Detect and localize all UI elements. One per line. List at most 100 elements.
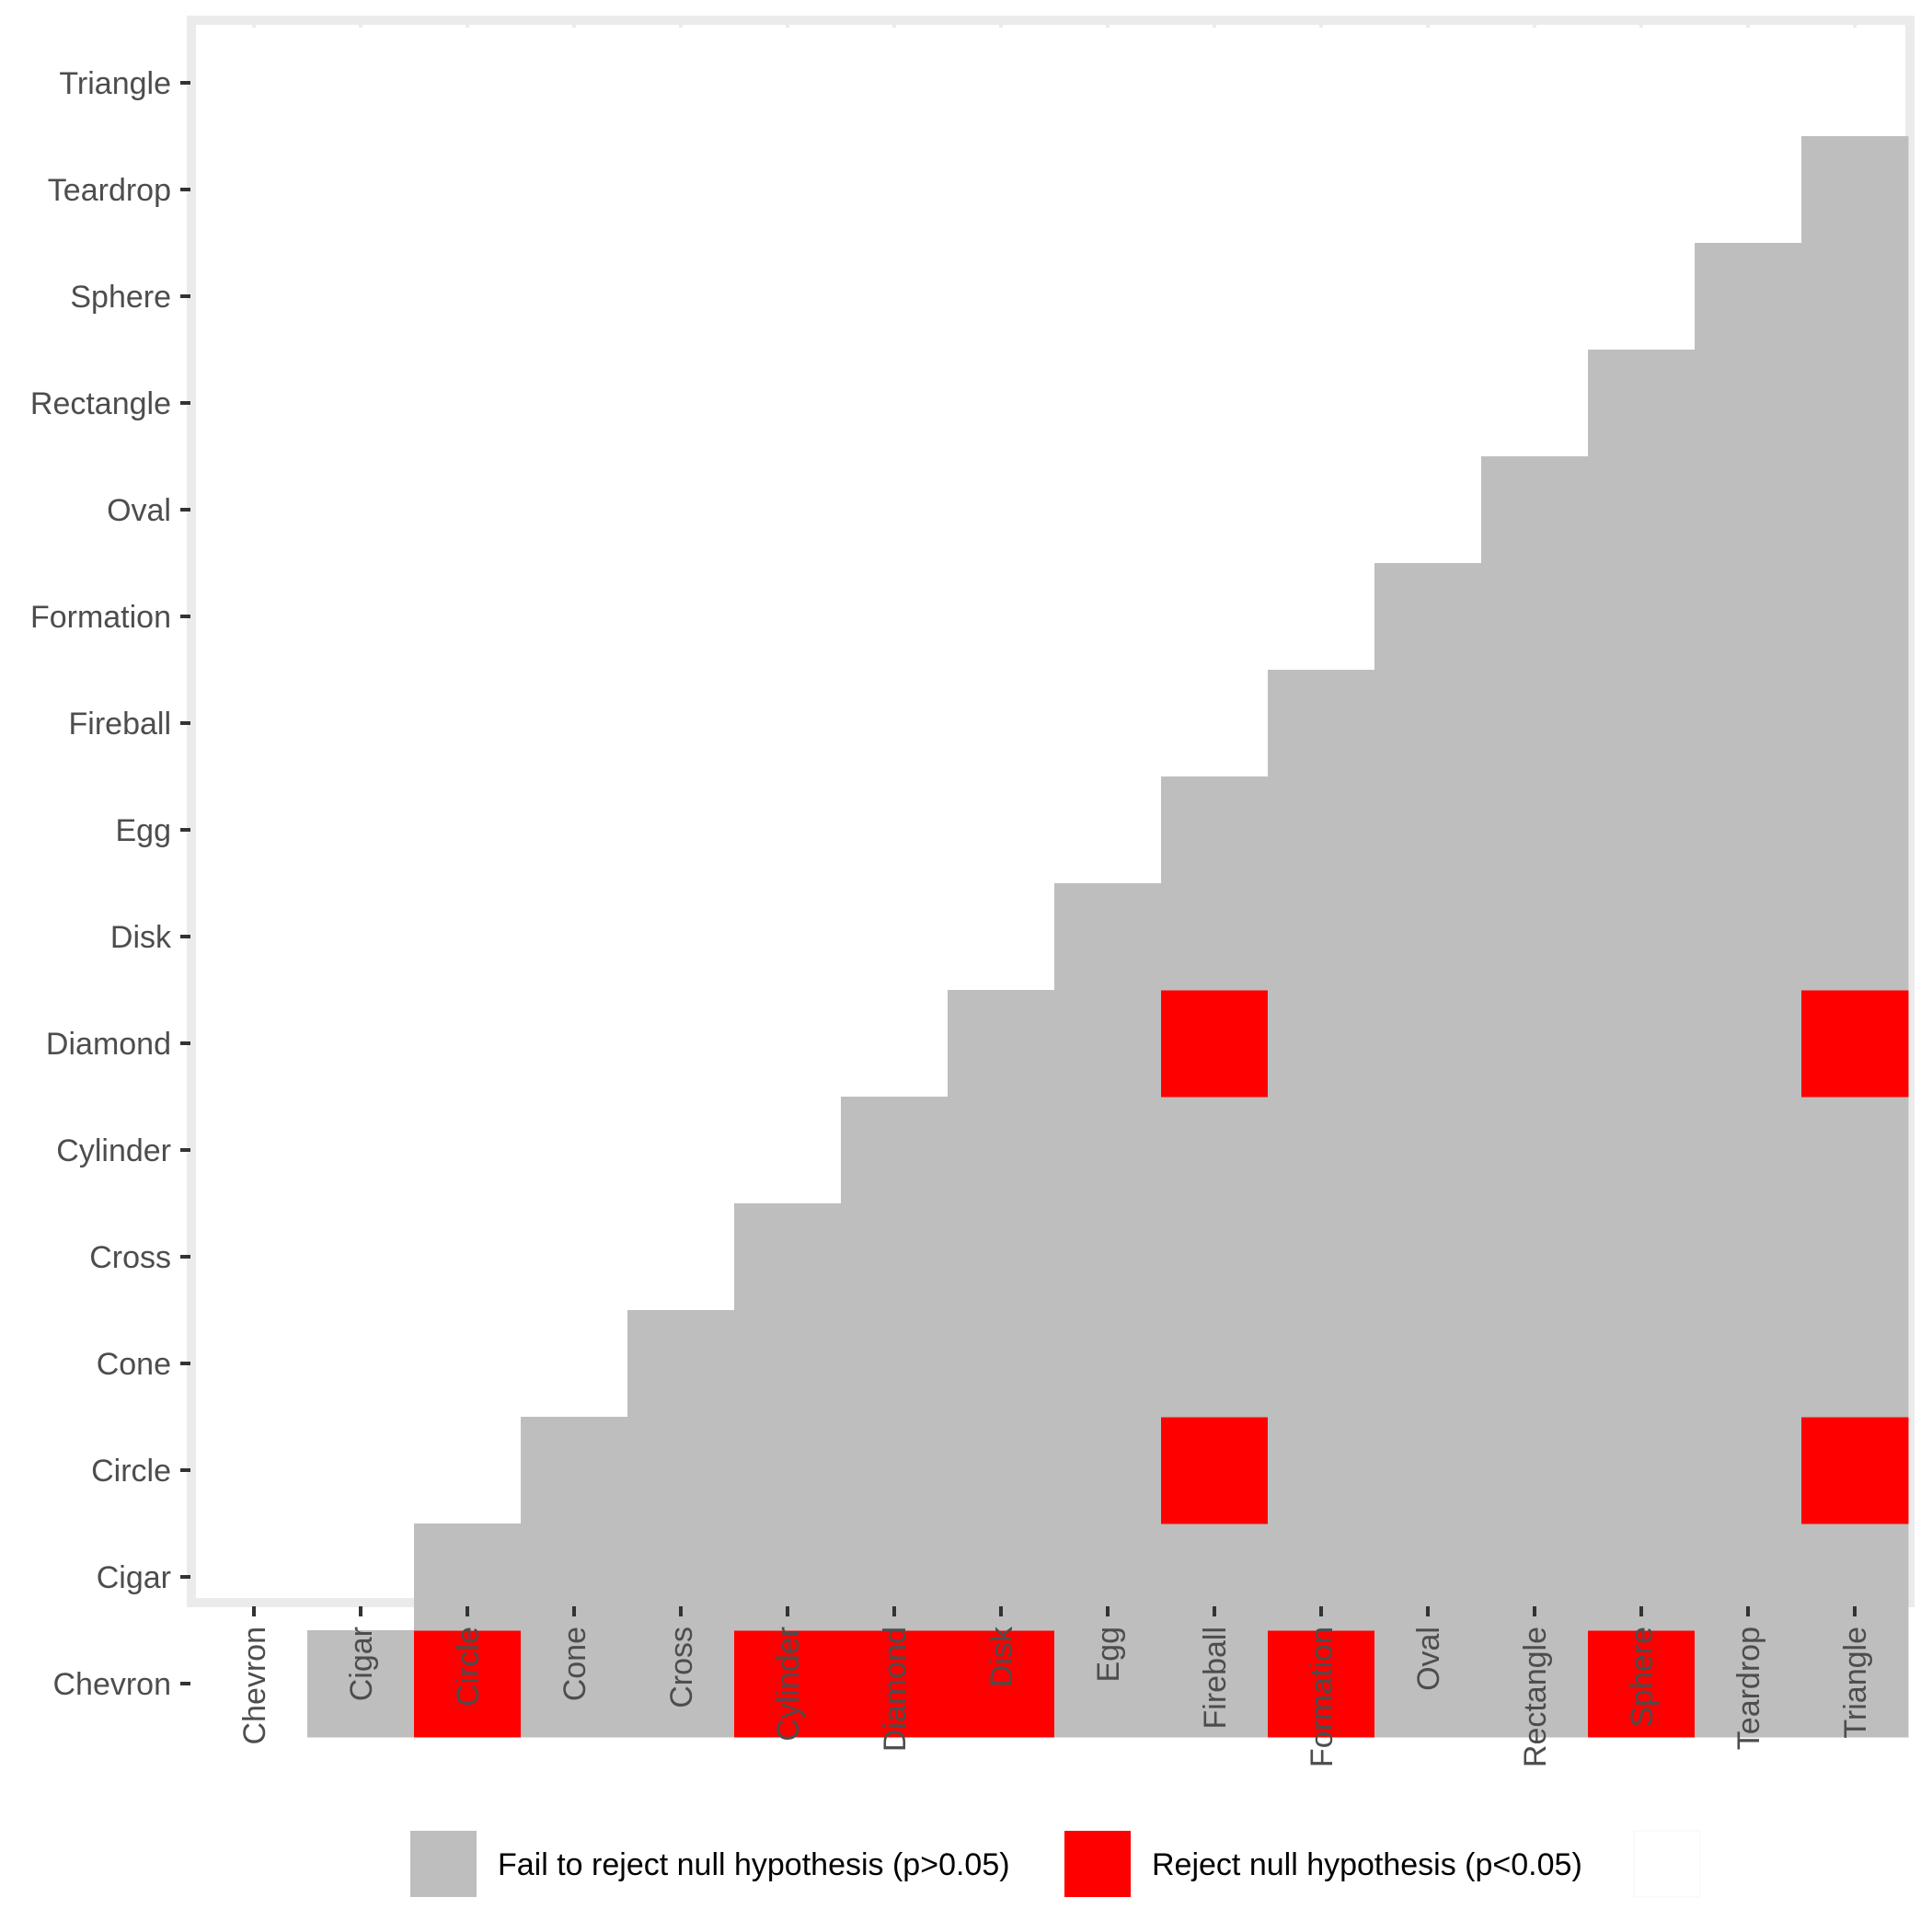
cell-reject [1161, 990, 1269, 1098]
cell-fail [1161, 1203, 1269, 1311]
y-tick-label: Disk [110, 920, 172, 955]
cell-fail [1588, 1417, 1696, 1524]
cell-fail [627, 1310, 735, 1418]
legend-key [410, 1831, 477, 1897]
legend-key [1633, 1830, 1701, 1898]
cell-fail [1588, 883, 1696, 991]
cell-fail [1695, 350, 1802, 457]
cell-reject [734, 1630, 842, 1738]
cell-fail [734, 1203, 842, 1311]
cell-fail [307, 1630, 415, 1738]
x-tick-label: Fireball [1198, 1627, 1233, 1729]
legend-label: Fail to reject null hypothesis (p>0.05) [498, 1847, 1010, 1882]
x-tick-label: Circle [451, 1627, 486, 1707]
cell-reject [948, 1630, 1055, 1738]
cell-fail [841, 1097, 949, 1204]
cell-fail [1695, 670, 1802, 777]
cell-fail [1695, 1417, 1802, 1524]
x-tick-label: Cigar [344, 1627, 379, 1701]
cell-fail [1588, 990, 1696, 1098]
cell-fail [1801, 1203, 1909, 1311]
x-tick-label: Diamond [878, 1627, 913, 1752]
y-tick-label: Sphere [70, 280, 171, 315]
cell-fail [1588, 563, 1696, 671]
x-tick-label: Triangle [1838, 1627, 1873, 1739]
cell-reject [1801, 990, 1909, 1098]
cell-fail [1481, 1630, 1589, 1738]
cell-fail [948, 1203, 1055, 1311]
cell-fail [1481, 1417, 1589, 1524]
cell-fail [1801, 136, 1909, 244]
cell-fail [1481, 670, 1589, 777]
cell-fail [1161, 776, 1269, 884]
y-tick-label: Circle [91, 1454, 171, 1489]
cell-fail [1268, 776, 1375, 884]
cell-fail [1801, 670, 1909, 777]
cell-fail [1054, 990, 1162, 1098]
y-tick-label: Egg [116, 813, 172, 848]
cell-reject [1801, 1417, 1909, 1524]
y-tick-label: Fireball [69, 707, 171, 742]
cell-fail [1054, 1310, 1162, 1418]
cell-fail [1801, 456, 1909, 564]
y-tick-label: Teardrop [48, 173, 171, 208]
heatmap-cells [307, 136, 1909, 1738]
cell-fail [1268, 1310, 1375, 1418]
cell-fail [1481, 1203, 1589, 1311]
y-tick-label: Cigar [97, 1560, 171, 1595]
legend-label: Reject null hypothesis (p<0.05) [1152, 1847, 1582, 1882]
cell-fail [948, 1310, 1055, 1418]
cell-fail [1374, 1310, 1482, 1418]
legend: Fail to reject null hypothesis (p>0.05) R… [410, 1830, 1701, 1898]
cell-fail [1374, 670, 1482, 777]
cell-fail [734, 1417, 842, 1524]
cell-fail [1801, 1097, 1909, 1204]
cell-reject [1161, 1417, 1269, 1524]
cell-reject [841, 1630, 949, 1738]
cell-fail [1588, 1310, 1696, 1418]
cell-fail [1268, 883, 1375, 991]
x-tick-label: Cylinder [771, 1627, 806, 1742]
cell-fail [627, 1630, 735, 1738]
cell-fail [1481, 776, 1589, 884]
y-tick-label: Rectangle [30, 386, 171, 421]
cell-fail [1268, 1203, 1375, 1311]
x-tick-label: Chevron [237, 1627, 272, 1745]
cell-fail [1695, 1310, 1802, 1418]
cell-fail [1801, 1310, 1909, 1418]
cell-fail [841, 1203, 949, 1311]
cell-fail [1268, 1097, 1375, 1204]
cell-fail [1481, 563, 1589, 671]
cell-fail [1695, 1097, 1802, 1204]
cell-fail [1481, 1097, 1589, 1204]
cell-fail [1374, 563, 1482, 671]
cell-fail [1268, 1417, 1375, 1524]
cell-fail [1588, 1203, 1696, 1311]
x-tick-label: Cross [664, 1627, 699, 1708]
cell-fail [948, 1417, 1055, 1524]
cell-fail [1054, 1203, 1162, 1311]
cell-fail [1374, 883, 1482, 991]
cell-fail [1801, 243, 1909, 351]
cell-fail [1695, 1203, 1802, 1311]
x-tick-label: Cone [558, 1627, 592, 1701]
cell-fail [521, 1630, 628, 1738]
cell-fail [1054, 883, 1162, 991]
x-tick-label: Sphere [1625, 1627, 1660, 1728]
cell-fail [1374, 1417, 1482, 1524]
cell-fail [1161, 1630, 1269, 1738]
cell-fail [1268, 990, 1375, 1098]
y-tick-label: Cone [97, 1347, 171, 1382]
cell-fail [1161, 1310, 1269, 1418]
x-axis: Chevron Cigar Circle Cone Cross Cylinder Diamo… [237, 1606, 1873, 1767]
cell-fail [1588, 1097, 1696, 1204]
cell-fail [1054, 1097, 1162, 1204]
y-tick-label: Chevron [52, 1667, 171, 1702]
cell-fail [1374, 776, 1482, 884]
cell-fail [627, 1417, 735, 1524]
cell-fail [1695, 776, 1802, 884]
cell-fail [1054, 1417, 1162, 1524]
x-tick-label: Formation [1305, 1627, 1340, 1767]
cell-fail [734, 1310, 842, 1418]
